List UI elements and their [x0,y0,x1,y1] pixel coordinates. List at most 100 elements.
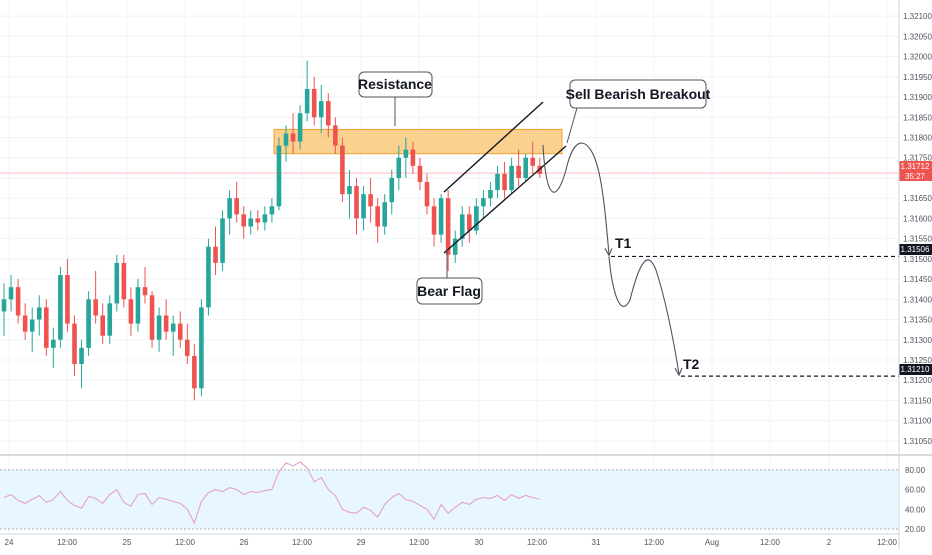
candle-body [170,323,176,332]
candle-body [15,287,21,316]
projection-path-2 [608,256,680,375]
candle-body [304,88,310,114]
candle-body [410,149,416,166]
candle [297,105,303,150]
candle [283,125,289,162]
candle-body [86,299,91,348]
candle-body [445,198,451,255]
time-tick-label: 30 [475,538,484,547]
candle [234,182,239,223]
price-tick-label: 1.32000 [903,53,932,62]
current-price-badge-label: 1.31712 [901,162,930,171]
t1-label: T1 [615,235,632,251]
candle-body [382,202,387,227]
candle-body [192,355,197,389]
t1-price-badge-bg [899,244,932,255]
time-tick-label: 12:00 [175,538,196,547]
candle [396,145,402,191]
time-tick-label: 12:00 [57,538,78,547]
candle [206,238,211,316]
candle-body [156,315,162,340]
candle [403,137,409,178]
candle [93,270,98,324]
candle [58,266,63,348]
candle [248,210,254,235]
candle-body [163,315,169,332]
candle-body [530,157,536,166]
candle-body [509,165,514,191]
time-tick-label: 12:00 [644,538,665,547]
price-tick-label: 1.31250 [903,356,932,365]
candle [79,339,84,389]
t2-price-badge-bg [899,364,932,375]
rsi-tick-label: 60.00 [905,486,926,495]
time-tick-label: 26 [240,538,249,547]
candle [149,291,155,348]
candle-body [121,262,127,300]
time-tick-label: 12:00 [527,538,548,547]
candle [495,165,500,199]
candle [100,303,105,344]
candle [375,198,380,243]
candle-body [241,214,246,227]
candle-body [403,149,409,158]
candle [255,210,261,231]
price-tick-label: 1.31850 [903,113,932,122]
candle [65,258,70,332]
rsi-tick-label: 40.00 [905,505,926,514]
candle [72,315,77,377]
candle-body [276,145,282,207]
breakout-callout-label: Sell Bearish Breakout [566,86,711,102]
candle-body [58,275,63,340]
candle-body [318,101,324,118]
candle-body [185,339,190,356]
candle [509,157,514,195]
candle-body [177,323,183,340]
candle [276,137,282,211]
candle [177,311,183,348]
price-tick-label: 1.31500 [903,255,932,264]
candle-body [354,186,359,219]
candle [269,198,275,223]
candles-layer [1,60,543,401]
candle [474,198,479,235]
candle [290,113,296,154]
candle-body [142,287,148,296]
price-tick-label: 1.31650 [903,194,932,203]
price-tick-label: 1.31150 [903,396,932,405]
t2-price-badge-label: 1.31210 [901,365,930,374]
breakout-callout-pointer [566,107,578,144]
candle-body [72,323,77,365]
price-tick-label: 1.31350 [903,316,932,325]
rsi-tick-label: 80.00 [905,466,926,475]
time-tick-label: 2 [827,538,832,547]
candle-body [1,299,7,312]
candle [199,299,204,397]
projection-path-1 [542,142,610,255]
price-tick-label: 1.31600 [903,214,932,223]
candle-body [340,145,345,195]
candle-body [368,194,373,207]
candle [467,206,472,243]
candle [481,190,486,219]
candle-body [269,206,275,215]
candle-body [389,177,395,203]
bear-flag-callout-box [416,277,483,305]
breakout-callout: Sell Bearish Breakout [566,79,711,144]
candle-body [206,246,211,308]
time-tick-label: 25 [123,538,132,547]
candle [368,177,373,223]
candle [318,84,324,134]
candle-body [22,315,28,332]
candle [502,161,507,199]
candle-body [502,173,507,191]
candle-body [424,182,430,207]
candle [311,76,317,126]
candle [410,141,416,174]
candle-body [459,214,465,239]
candle [241,206,246,239]
price-tick-label: 1.32050 [903,32,932,41]
candle [86,291,91,356]
candle-body [135,287,141,324]
